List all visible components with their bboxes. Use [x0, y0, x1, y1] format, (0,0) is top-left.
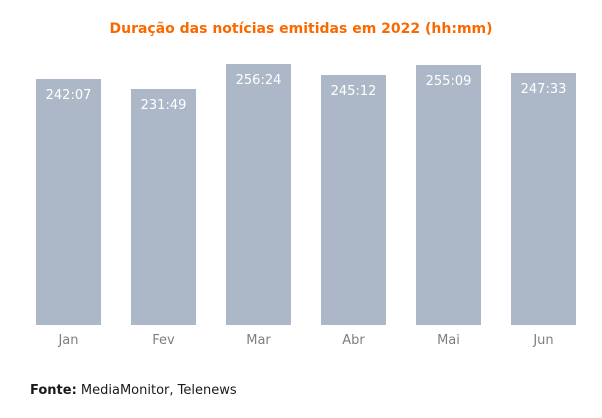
x-axis-labels: Jan Fev Mar Abr Mai Jun — [36, 333, 576, 348]
x-tick-label-abr: Abr — [342, 333, 365, 348]
bar-value-label: 245:12 — [330, 84, 377, 99]
bar-jan: 242:07 — [36, 79, 101, 325]
bar-value-label: 256:24 — [235, 73, 282, 88]
bar-mai: 255:09 — [416, 65, 481, 325]
bar-fev: 231:49 — [131, 89, 196, 325]
x-tick-label-jun: Jun — [533, 333, 554, 348]
bar-value-label: 247:33 — [520, 82, 567, 97]
source-note: Fonte: MediaMonitor, Telenews — [30, 383, 237, 398]
source-text: MediaMonitor, Telenews — [76, 383, 237, 398]
bar-value-label: 242:07 — [45, 88, 92, 103]
x-tick-label-mai: Mai — [437, 333, 460, 348]
bar-value-label: 231:49 — [140, 98, 187, 113]
chart-title: Duração das notícias emitidas em 2022 (h… — [109, 21, 493, 37]
bar-jun: 247:33 — [511, 73, 576, 325]
bar-mar: 256:24 — [226, 64, 291, 325]
x-tick-label-jan: Jan — [58, 333, 79, 348]
plot-area: 242:07 231:49 256:24 245:12 255:09 247:33 — [36, 55, 576, 325]
bar-abr: 245:12 — [321, 75, 386, 325]
bar-value-label: 255:09 — [425, 74, 472, 89]
source-label: Fonte: — [30, 383, 77, 398]
x-tick-label-fev: Fev — [152, 333, 175, 348]
x-tick-label-mar: Mar — [246, 333, 271, 348]
